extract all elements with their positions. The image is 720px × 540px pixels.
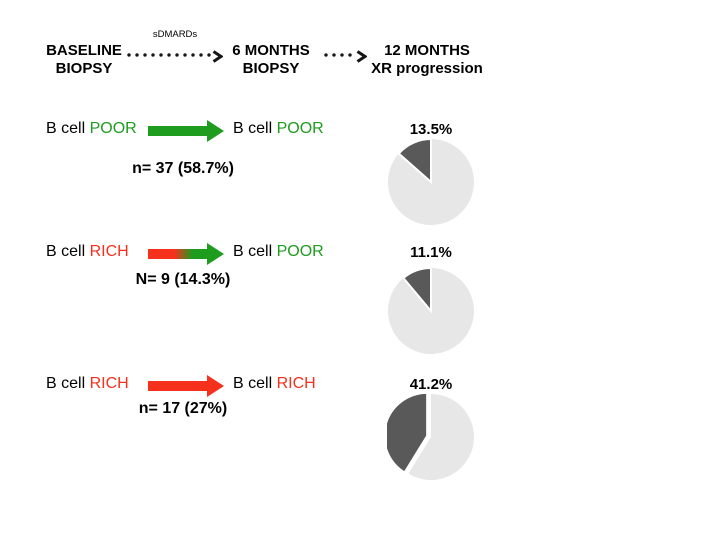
dotted-arrow-sdmards [125, 53, 211, 57]
row2-baseline-label: B cell RICH [46, 243, 129, 261]
row2-baseline-status: RICH [89, 243, 129, 260]
row1-followup-prefix: B cell [233, 120, 277, 137]
header-twelve-months-line1: 12 MONTHS [384, 42, 470, 59]
red-to-green-arrow-icon [148, 243, 224, 265]
chevron-right-icon [356, 50, 367, 63]
green-arrow-icon [148, 120, 224, 142]
row3-followup-status: RICH [276, 375, 316, 392]
row3-baseline-label: B cell RICH [46, 375, 129, 393]
row2-baseline-prefix: B cell [46, 243, 90, 260]
row3-baseline-prefix: B cell [46, 375, 90, 392]
header-six-months-line1: 6 MONTHS [232, 42, 310, 59]
header-six-months-line2: BIOPSY [242, 60, 300, 77]
row2-count-label: N= 9 (14.3%) [135, 271, 231, 288]
row1-followup-label: B cell POOR [233, 120, 324, 138]
row3-pie-chart [387, 393, 475, 480]
row3-baseline-status: RICH [89, 375, 129, 392]
row2-followup-prefix: B cell [233, 243, 277, 260]
red-arrow-icon [148, 375, 224, 397]
row1-followup-status: POOR [276, 120, 324, 137]
header-baseline-line2: BIOPSY [55, 60, 113, 77]
header-baseline-biopsy: BASELINE BIOPSY [24, 42, 144, 78]
header-baseline-line1: BASELINE [46, 42, 122, 59]
row1-pie-percent-label: 13.5% [409, 121, 453, 138]
header-six-months-biopsy: 6 MONTHS BIOPSY [211, 42, 331, 78]
sdmards-label: sDMARDs [152, 29, 198, 40]
row2-followup-status: POOR [276, 243, 324, 260]
header-twelve-months: 12 MONTHS XR progression [351, 42, 503, 78]
row3-count-label: n= 17 (27%) [138, 400, 228, 417]
row1-baseline-prefix: B cell [46, 120, 90, 137]
row1-pie-chart [388, 138, 475, 225]
row3-followup-label: B cell RICH [233, 375, 316, 393]
header-twelve-months-line2: XR progression [371, 60, 483, 77]
row1-baseline-status: POOR [89, 120, 137, 137]
row3-followup-prefix: B cell [233, 375, 277, 392]
row2-pie-percent-label: 11.1% [410, 244, 452, 261]
chevron-right-icon [212, 50, 223, 63]
row1-baseline-label: B cell POOR [46, 120, 137, 138]
row2-pie-chart [387, 267, 474, 354]
row2-followup-label: B cell POOR [233, 243, 324, 261]
row1-count-label: n= 37 (58.7%) [132, 160, 234, 177]
row3-pie-percent-label: 41.2% [409, 376, 453, 393]
dotted-arrow-xr [322, 53, 354, 57]
